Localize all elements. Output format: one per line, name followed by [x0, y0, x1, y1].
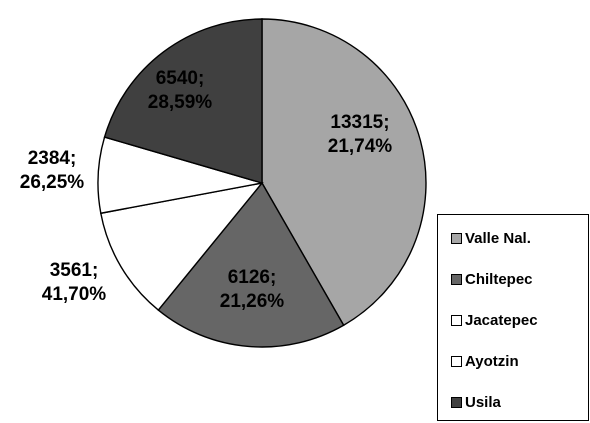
legend-label: Usila — [465, 394, 501, 411]
legend-item-chiltepec: Chiltepec — [451, 271, 533, 288]
pie-slices — [97, 18, 427, 348]
data-label-valle-nal: 13315; 21,74% — [328, 112, 393, 157]
pie-data-labels: 13315; 21,74% 6126; 21,26% 3561; 41,70% 2384; 2… — [20, 68, 393, 312]
pie-slice-jacatepec — [99, 181, 264, 312]
data-label-jacatepec: 3561; 41,70% — [42, 260, 107, 305]
legend-item-jacatepec: Jacatepec — [451, 312, 538, 329]
legend-label: Chiltepec — [465, 271, 533, 288]
chart-legend: Valle Nal. Chiltepec Jacatepec Ayotzin U… — [437, 214, 589, 421]
data-label-chiltepec: 6126; 21,26% — [220, 267, 285, 312]
legend-label: Valle Nal. — [465, 230, 531, 247]
legend-item-valle-nal: Valle Nal. — [451, 230, 531, 247]
data-label-usila: 6540; 28,59% — [148, 68, 213, 113]
legend-swatch-chiltepec — [451, 274, 462, 285]
legend-swatch-valle-nal — [451, 233, 462, 244]
legend-swatch-usila — [451, 397, 462, 408]
pie-slice-usila — [103, 18, 263, 184]
legend-swatch-jacatepec — [451, 315, 462, 326]
legend-label: Ayotzin — [465, 353, 519, 370]
data-label-ayotzin: 2384; 26,25% — [20, 148, 85, 193]
legend-swatch-ayotzin — [451, 356, 462, 367]
legend-item-usila: Usila — [451, 394, 501, 411]
legend-item-ayotzin: Ayotzin — [451, 353, 519, 370]
legend-label: Jacatepec — [465, 312, 538, 329]
pie-slice-chiltepec — [157, 181, 345, 348]
pie-slice-valle-nal — [261, 18, 427, 327]
